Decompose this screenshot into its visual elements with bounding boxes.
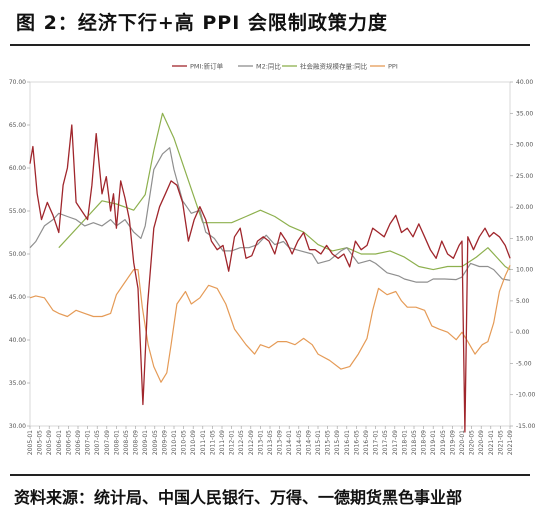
y-left-tick-label: 65.00 xyxy=(9,122,26,129)
series-line-pmi-new-orders xyxy=(29,124,511,433)
x-tick-label: 2011-01 xyxy=(200,430,207,455)
y-right-tick-label: 10.00 xyxy=(516,267,533,274)
chart-axes: 30.00 35.00 40.00 45.00 50.00 55.00 60.00 65.00… xyxy=(9,79,536,455)
x-tick-label: 2021-09 xyxy=(507,430,514,455)
y-left-tick-label: 60.00 xyxy=(9,165,26,172)
x-tick-label: 2012-01 xyxy=(229,430,236,455)
y-left-tick-label: 40.00 xyxy=(9,337,26,344)
y-right-tick-label: 20.00 xyxy=(516,204,533,211)
y-right-tick-label: 40.00 xyxy=(516,79,533,86)
x-tick-label: 2020-05 xyxy=(469,430,476,455)
x-tick-label: 2006-05 xyxy=(65,430,72,455)
series-line-m2-yoy xyxy=(29,147,511,283)
y-left-tick-label: 70.00 xyxy=(9,79,26,86)
x-tick-label: 2019-05 xyxy=(440,430,447,455)
x-tick-label: 2011-09 xyxy=(219,430,226,455)
y-right-tick-label: 30.00 xyxy=(516,142,533,149)
x-tick-label: 2010-09 xyxy=(190,430,197,455)
y-left-tick-label: 35.00 xyxy=(9,380,26,387)
x-tick-label: 2021-01 xyxy=(488,430,495,455)
x-tick-label: 2013-05 xyxy=(267,430,274,455)
x-tick-label: 2007-09 xyxy=(104,430,111,455)
x-tick-label: 2019-01 xyxy=(430,430,437,455)
y-right-tick-label: -15.00 xyxy=(516,423,536,430)
y-right-tick-label: -10.00 xyxy=(516,392,536,399)
figure-title: 图 2：经济下行+高 PPI 会限制政策力度 xyxy=(16,12,388,34)
x-tick-label: 2018-09 xyxy=(421,430,428,455)
x-tick-label: 2006-09 xyxy=(75,430,82,455)
x-tick-label: 2013-01 xyxy=(257,430,264,455)
x-tick-label: 2005-05 xyxy=(37,430,44,455)
x-tick-label: 2020-09 xyxy=(478,430,485,455)
chart-series xyxy=(29,112,511,433)
series-line-ppi xyxy=(29,265,511,383)
x-tick-label: 2013-09 xyxy=(277,430,284,455)
bottom-rule xyxy=(10,474,530,476)
x-tick-label: 2014-05 xyxy=(296,430,303,455)
x-tick-label: 2012-09 xyxy=(248,430,255,455)
legend-label: PPI xyxy=(388,62,398,70)
x-tick-label: 2009-01 xyxy=(142,430,149,455)
y-right-tick-label: -5.00 xyxy=(516,360,532,367)
x-tick-label: 2009-05 xyxy=(152,430,159,455)
y-right-tick-label: 35.00 xyxy=(516,110,533,117)
y-right-tick-label: 15.00 xyxy=(516,235,533,242)
x-tick-label: 2015-05 xyxy=(325,430,332,455)
x-tick-label: 2009-09 xyxy=(161,430,168,455)
y-right-tick-label: 0.00 xyxy=(516,329,530,336)
x-tick-label: 2008-09 xyxy=(133,430,140,455)
x-tick-label: 2010-01 xyxy=(171,430,178,455)
y-left-tick-label: 55.00 xyxy=(9,208,26,215)
x-tick-label: 2011-05 xyxy=(209,430,216,455)
x-tick-label: 2020-01 xyxy=(459,430,466,455)
x-tick-label: 2014-09 xyxy=(305,430,312,455)
y-right-tick-label: 25.00 xyxy=(516,173,533,180)
x-tick-label: 2016-09 xyxy=(363,430,370,455)
legend-label: M2:同比 xyxy=(256,61,281,70)
line-chart: 30.00 35.00 40.00 45.00 50.00 55.00 60.00 65.00… xyxy=(9,61,536,455)
x-tick-label: 2016-05 xyxy=(353,430,360,455)
x-tick-label: 2005-09 xyxy=(46,430,53,455)
y-right-tick-label: 5.00 xyxy=(516,298,530,305)
x-tick-label: 2018-01 xyxy=(401,430,408,455)
x-tick-label: 2021-05 xyxy=(497,430,504,455)
source-note: 资料来源：统计局、中国人民银行、万得、一德期货黑色事业部 xyxy=(14,488,463,507)
legend-label: PMI:新订单 xyxy=(190,61,224,70)
x-tick-label: 2014-01 xyxy=(286,430,293,455)
x-tick-label: 2007-01 xyxy=(85,430,92,455)
y-left-tick-label: 30.00 xyxy=(9,423,26,430)
x-tick-label: 2015-09 xyxy=(334,430,341,455)
x-tick-label: 2019-09 xyxy=(449,430,456,455)
x-tick-label: 2008-01 xyxy=(113,430,120,455)
legend-label: 社会融资规模存量:同比 xyxy=(300,61,368,70)
x-tick-label: 2016-01 xyxy=(344,430,351,455)
y-left-tick-label: 45.00 xyxy=(9,294,26,301)
series-line-social-financing-yoy xyxy=(58,112,511,271)
x-tick-label: 2007-05 xyxy=(94,430,101,455)
x-tick-label: 2018-05 xyxy=(411,430,418,455)
x-tick-label: 2005-01 xyxy=(27,430,34,455)
y-left-tick-label: 50.00 xyxy=(9,251,26,258)
x-tick-label: 2017-05 xyxy=(382,430,389,455)
x-tick-label: 2015-01 xyxy=(315,430,322,455)
x-tick-label: 2008-05 xyxy=(123,430,130,455)
x-tick-label: 2010-05 xyxy=(181,430,188,455)
x-tick-label: 2006-01 xyxy=(56,430,63,455)
x-tick-label: 2017-01 xyxy=(373,430,380,455)
x-tick-label: 2017-09 xyxy=(392,430,399,455)
chart-legend: PMI:新订单 M2:同比 社会融资规模存量:同比 PPI xyxy=(172,61,398,70)
top-rule xyxy=(10,44,530,46)
x-tick-label: 2012-05 xyxy=(238,430,245,455)
